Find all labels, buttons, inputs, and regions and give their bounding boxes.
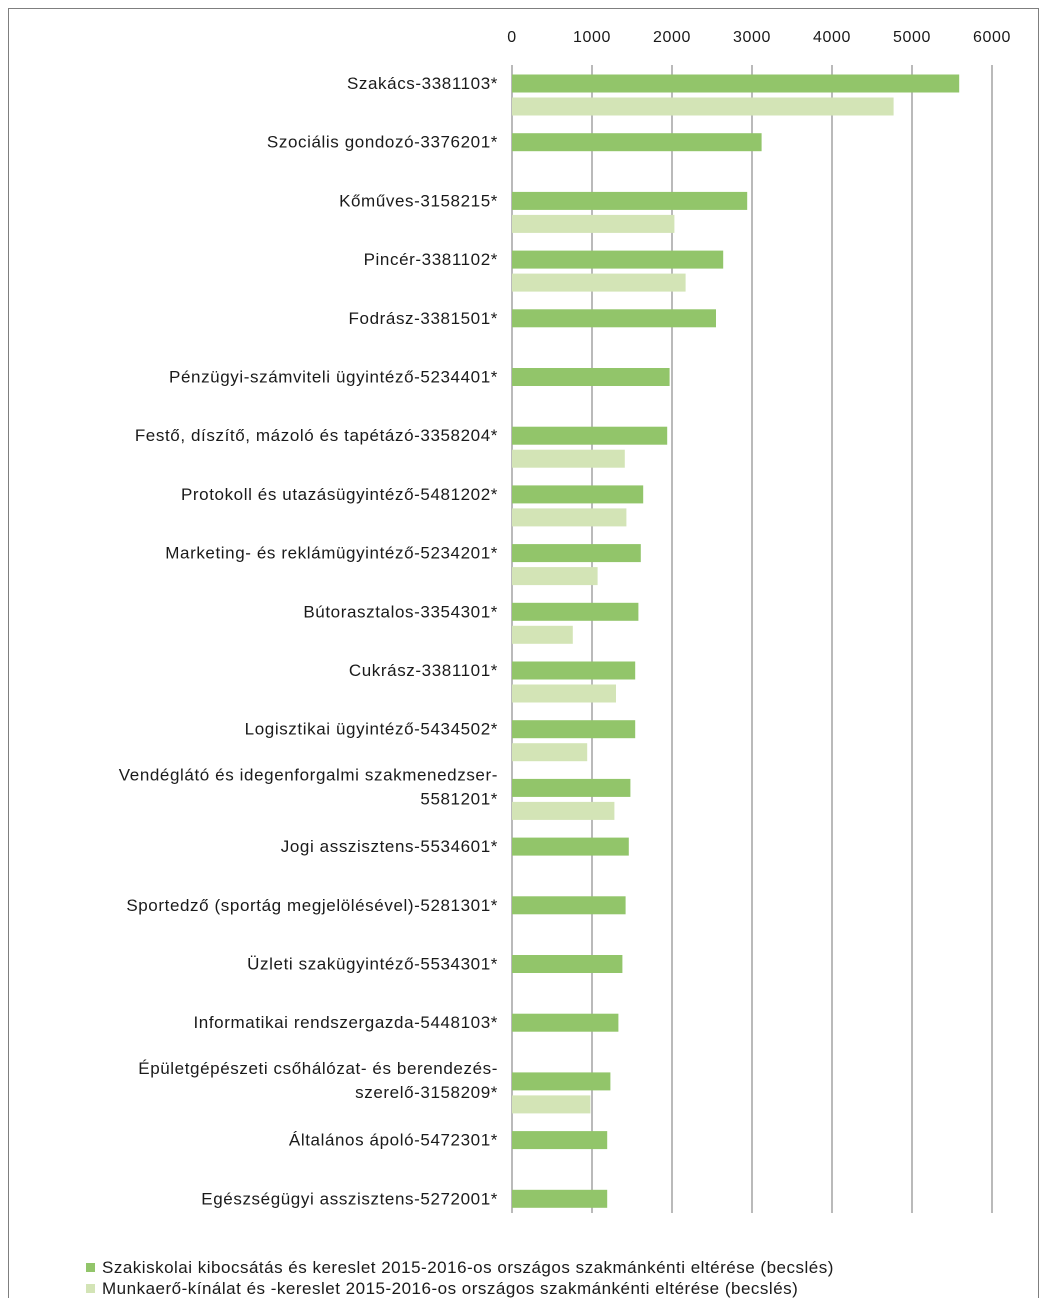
- category-label-10: Cukrász-3381101*: [349, 661, 498, 680]
- legend-item-series-2: Munkaerő-kínálat és -kereslet 2015-2016-…: [86, 1278, 834, 1299]
- tick-label-0: 0: [507, 29, 517, 46]
- bar-s1-9: [512, 602, 639, 621]
- bar-s1-14: [512, 896, 626, 915]
- category-label-8: Marketing- és reklámügyintéző-5234201*: [165, 544, 498, 563]
- category-label-2: Kőműves-3158215*: [339, 191, 498, 210]
- category-label-12-line-0: Vendéglátó és idegenforgalmi szakmenedzs…: [119, 765, 498, 784]
- category-label-12-line-1: 5581201*: [420, 789, 498, 808]
- legend-swatch-series-1: [86, 1263, 95, 1272]
- category-label-6: Festő, díszítő, mázoló és tapétázó-33582…: [135, 426, 498, 445]
- legend-label-series-2: Munkaerő-kínálat és -kereslet 2015-2016-…: [102, 1279, 799, 1298]
- tick-label-4: 4000: [813, 29, 851, 46]
- category-label-1: Szociális gondozó-3376201*: [267, 133, 498, 152]
- bar-s1-10: [512, 661, 636, 680]
- category-label-17-line-0: Épületgépészeti csőhálózat- és berendezé…: [138, 1059, 498, 1078]
- bar-s2-8: [512, 567, 598, 586]
- tick-label-5: 5000: [893, 29, 931, 46]
- bar-s2-17: [512, 1095, 591, 1114]
- category-label-5: Pénzügyi-számviteli ügyintéző-5234401*: [169, 368, 498, 387]
- bar-s1-2: [512, 191, 748, 210]
- category-label-19: Egészségügyi asszisztens-5272001*: [201, 1189, 498, 1208]
- bar-s1-5: [512, 368, 670, 386]
- tick-label-2: 2000: [653, 29, 691, 46]
- bar-s1-15: [512, 955, 623, 973]
- bar-s2-0: [512, 97, 894, 116]
- category-label-0: Szakács-3381103*: [347, 74, 498, 93]
- bar-s1-6: [512, 426, 668, 445]
- bar-s2-2: [512, 214, 675, 233]
- bar-s2-3: [512, 273, 686, 292]
- bar-s1-3: [512, 250, 724, 269]
- bar-s1-18: [512, 1131, 608, 1150]
- category-label-16: Informatikai rendszergazda-5448103*: [193, 1013, 498, 1032]
- bar-s1-7: [512, 485, 644, 504]
- bar-s1-11: [512, 720, 636, 739]
- legend-swatch-series-2: [86, 1284, 95, 1293]
- category-label-18: Általános ápoló-5472301*: [289, 1131, 498, 1150]
- bar-s2-7: [512, 508, 627, 527]
- bar-s2-11: [512, 743, 588, 762]
- bar-s1-0: [512, 74, 960, 93]
- tick-label-6: 6000: [973, 29, 1011, 46]
- bar-s2-10: [512, 684, 616, 703]
- bar-s1-13: [512, 837, 629, 856]
- category-label-4: Fodrász-3381501*: [349, 309, 498, 328]
- category-label-14: Sportedző (sportág megjelölésével)-52813…: [126, 896, 498, 915]
- legend-item-series-1: Szakiskolai kibocsátás és kereslet 2015-…: [86, 1257, 834, 1278]
- category-label-11: Logisztikai ügyintéző-5434502*: [245, 720, 498, 739]
- bar-chart: 0 1000 2000 3000 4000 5000 6000 Szakács-3381103…: [119, 29, 1011, 1213]
- bar-s1-4: [512, 309, 716, 328]
- category-label-13: Jogi asszisztens-5534601*: [281, 837, 498, 856]
- category-label-9: Bútorasztalos-3354301*: [303, 602, 498, 621]
- bar-s1-19: [512, 1189, 608, 1208]
- chart-frame: [8, 8, 1039, 1298]
- bar-s2-6: [512, 449, 625, 468]
- legend-label-series-1: Szakiskolai kibocsátás és kereslet 2015-…: [102, 1258, 834, 1277]
- bar-s1-8: [512, 544, 641, 563]
- category-label-7: Protokoll és utazásügyintéző-5481202*: [181, 485, 498, 504]
- category-label-3: Pincér-3381102*: [364, 250, 498, 269]
- bar-s2-9: [512, 625, 573, 644]
- bar-s1-17: [512, 1072, 611, 1091]
- tick-label-3: 3000: [733, 29, 771, 46]
- tick-label-1: 1000: [573, 29, 611, 46]
- bar-s1-12: [512, 778, 631, 797]
- bar-s1-16: [512, 1013, 619, 1032]
- legend: Szakiskolai kibocsátás és kereslet 2015-…: [86, 1257, 834, 1299]
- bar-s1-1: [512, 133, 762, 152]
- category-label-15: Üzleti szakügyintéző-5534301*: [247, 955, 498, 974]
- bar-s2-12: [512, 801, 615, 820]
- category-label-17-line-1: szerelő-3158209*: [355, 1083, 498, 1102]
